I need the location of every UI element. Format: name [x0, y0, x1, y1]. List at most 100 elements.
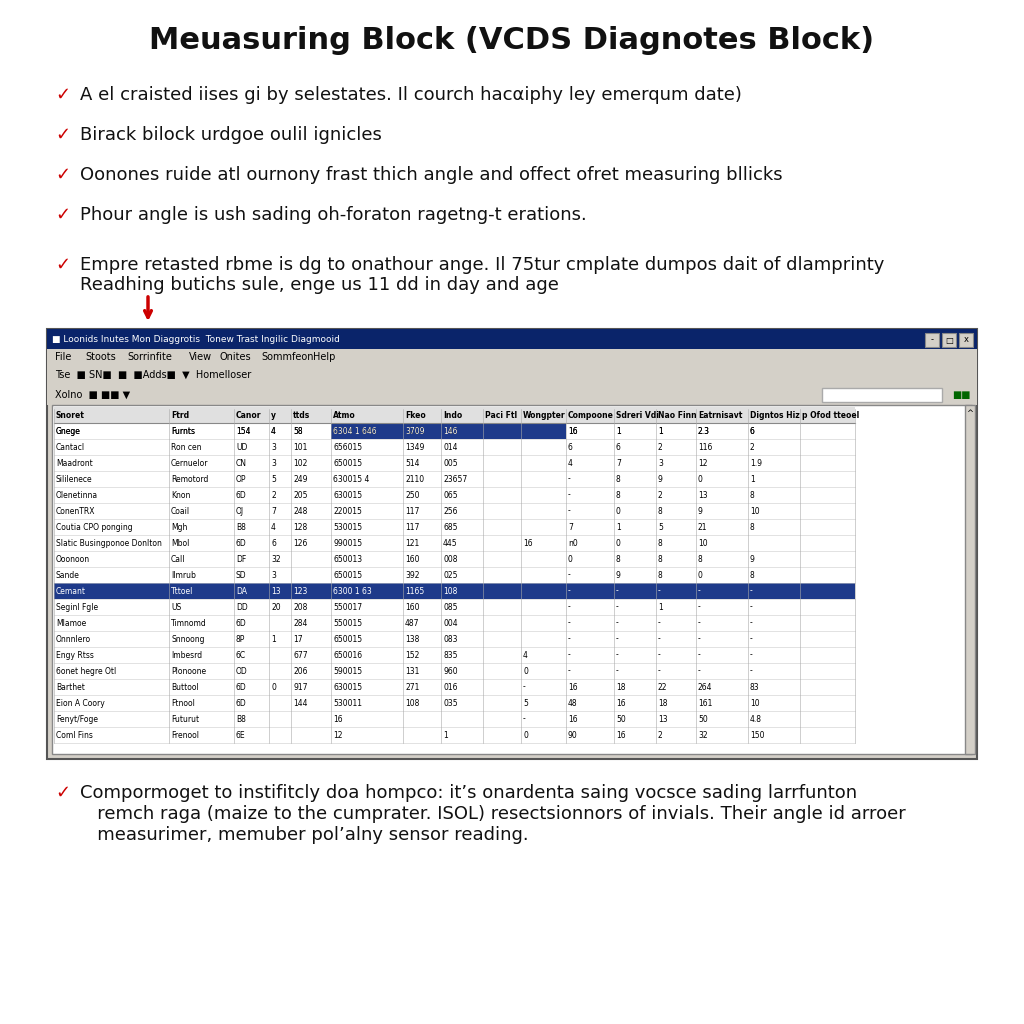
Text: 6D: 6D: [236, 618, 247, 628]
Text: 2: 2: [750, 442, 755, 452]
Text: 256: 256: [443, 507, 458, 515]
Text: 7: 7: [568, 522, 572, 531]
Text: -: -: [616, 650, 618, 659]
Text: 1349: 1349: [406, 442, 424, 452]
Text: Maadront: Maadront: [56, 459, 93, 468]
Text: 23657: 23657: [443, 474, 467, 483]
Text: -: -: [568, 667, 570, 676]
Text: 917: 917: [293, 683, 307, 691]
Text: 016: 016: [443, 683, 458, 691]
FancyBboxPatch shape: [54, 711, 855, 727]
FancyBboxPatch shape: [54, 679, 855, 695]
Text: US: US: [171, 602, 181, 611]
Text: Tse  ■ SN■  ■  ■Adds■  ▼  HomeIloser: Tse ■ SN■ ■ ■Adds■ ▼ HomeIloser: [55, 370, 251, 380]
Text: 0: 0: [568, 555, 572, 563]
Text: 8: 8: [750, 490, 755, 500]
Text: 20: 20: [271, 602, 281, 611]
Text: 3: 3: [271, 570, 275, 580]
Text: 150: 150: [750, 730, 765, 739]
Text: 392: 392: [406, 570, 420, 580]
Text: 590015: 590015: [333, 667, 362, 676]
Text: 13: 13: [271, 587, 281, 596]
Text: -: -: [616, 618, 618, 628]
Text: 3709: 3709: [406, 427, 425, 435]
Text: 1: 1: [616, 427, 621, 435]
Text: 8: 8: [750, 570, 755, 580]
Text: 8: 8: [658, 539, 663, 548]
Text: 90: 90: [568, 730, 578, 739]
Text: □: □: [945, 336, 953, 344]
Text: Ooonoon: Ooonoon: [56, 555, 90, 563]
Text: 6: 6: [750, 427, 755, 435]
Text: Snoret: Snoret: [56, 411, 85, 420]
Text: 4: 4: [523, 650, 528, 659]
Text: 131: 131: [406, 667, 420, 676]
Text: 085: 085: [443, 602, 458, 611]
Text: File: File: [55, 352, 72, 362]
Text: 16: 16: [616, 698, 626, 708]
Text: -: -: [568, 618, 570, 628]
FancyBboxPatch shape: [54, 423, 855, 439]
Text: ✓: ✓: [55, 166, 70, 184]
Text: 530011: 530011: [333, 698, 362, 708]
FancyBboxPatch shape: [331, 423, 521, 439]
Text: 48: 48: [568, 698, 578, 708]
Text: Cantacl: Cantacl: [56, 442, 85, 452]
Text: ttds: ttds: [293, 411, 310, 420]
Text: 161: 161: [698, 698, 713, 708]
Text: 065: 065: [443, 490, 458, 500]
Text: 550015: 550015: [333, 618, 362, 628]
Text: 6onet hegre Otl: 6onet hegre Otl: [56, 667, 117, 676]
Text: ✓: ✓: [55, 206, 70, 224]
Text: Sommfeon: Sommfeon: [261, 352, 313, 362]
Text: Sililenece: Sililenece: [56, 474, 92, 483]
Text: 116: 116: [698, 442, 713, 452]
Text: -: -: [568, 587, 570, 596]
Text: 2: 2: [658, 490, 663, 500]
Text: 6C: 6C: [236, 650, 246, 659]
Text: -: -: [616, 602, 618, 611]
Text: Barthet: Barthet: [56, 683, 85, 691]
Text: 146: 146: [443, 427, 458, 435]
Text: -: -: [616, 587, 618, 596]
Text: 8: 8: [616, 490, 621, 500]
Text: 630015: 630015: [333, 490, 362, 500]
FancyBboxPatch shape: [54, 471, 855, 487]
Text: 123: 123: [293, 587, 307, 596]
Text: Olenetinna: Olenetinna: [56, 490, 98, 500]
Text: 3: 3: [271, 442, 275, 452]
Text: 8: 8: [698, 555, 702, 563]
Text: 108: 108: [406, 698, 420, 708]
Text: Coail: Coail: [171, 507, 190, 515]
Text: Gnege: Gnege: [56, 427, 81, 435]
FancyBboxPatch shape: [54, 423, 855, 439]
Text: 630015 4: 630015 4: [333, 474, 370, 483]
Text: Buttool: Buttool: [171, 683, 199, 691]
Text: 8: 8: [616, 474, 621, 483]
Text: Furnts: Furnts: [171, 427, 195, 435]
Text: 17: 17: [293, 635, 303, 643]
Text: 6304 1 646: 6304 1 646: [333, 427, 377, 435]
Text: 154: 154: [236, 427, 251, 435]
FancyBboxPatch shape: [959, 333, 973, 347]
Text: Nao Finn: Nao Finn: [658, 411, 696, 420]
Text: 102: 102: [293, 459, 307, 468]
Text: -: -: [616, 635, 618, 643]
Text: Coml Fins: Coml Fins: [56, 730, 93, 739]
Text: 16: 16: [523, 539, 532, 548]
Text: -: -: [750, 635, 753, 643]
Text: 152: 152: [406, 650, 420, 659]
FancyBboxPatch shape: [925, 333, 939, 347]
Text: 16: 16: [568, 427, 578, 435]
Text: 50: 50: [616, 715, 626, 724]
Text: Call: Call: [171, 555, 185, 563]
Text: 16: 16: [568, 427, 578, 435]
Text: -: -: [658, 587, 660, 596]
Text: 1: 1: [616, 522, 621, 531]
Text: 4.8: 4.8: [750, 715, 762, 724]
FancyBboxPatch shape: [54, 455, 855, 471]
Text: Phour angle is ush sading oh-foraton ragetng-t erations.: Phour angle is ush sading oh-foraton rag…: [80, 206, 587, 224]
Text: 144: 144: [293, 698, 307, 708]
Text: -: -: [931, 336, 934, 344]
Text: 3709: 3709: [406, 427, 425, 435]
